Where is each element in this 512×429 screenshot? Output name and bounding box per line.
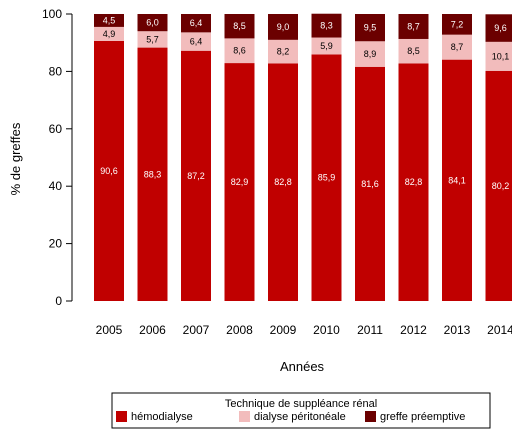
data-label: 6,0 (146, 18, 159, 28)
data-label: 82,8 (405, 177, 423, 187)
x-tick-label: 2012 (400, 323, 427, 337)
bar-segment (442, 59, 472, 302)
legend-label: hémodialyse (131, 411, 193, 423)
x-tick-label: 2010 (313, 323, 340, 337)
y-tick-label: 20 (49, 237, 63, 251)
bar-segment (181, 32, 211, 51)
bar-segment (268, 14, 298, 40)
bar-segment (268, 39, 298, 64)
data-label: 6,4 (190, 37, 203, 47)
bar-segment (137, 14, 168, 32)
x-tick-label: 2006 (139, 323, 166, 337)
bar-segment (311, 54, 342, 302)
x-axis: 2005 2006 2007 2008 2009 2010 2011 2012 2013 2014 (96, 323, 512, 337)
y-tick-label: 60 (49, 122, 63, 136)
bar-segment (181, 14, 211, 33)
y-axis-title: % de greffes (8, 122, 23, 195)
bar-segment (224, 14, 255, 39)
legend-swatch (116, 411, 127, 422)
x-axis-title: Années (280, 359, 325, 374)
bar-segment (94, 26, 124, 41)
y-tick-label: 80 (49, 64, 63, 78)
x-tick-label: 2007 (183, 323, 210, 337)
data-label: 82,9 (231, 177, 249, 187)
data-label: 9,5 (364, 23, 377, 33)
legend-title: Technique de suppléance rénal (225, 398, 377, 410)
data-label: 7,2 (451, 19, 464, 29)
bar-segment (94, 14, 124, 27)
y-tick-label: 100 (42, 7, 62, 21)
bar-segment (311, 13, 342, 38)
legend-box (111, 392, 491, 429)
x-tick-label: 2013 (444, 323, 471, 337)
data-label: 4,9 (103, 29, 116, 39)
data-label: 8,2 (277, 47, 290, 57)
x-tick-label: 2014 (487, 323, 512, 337)
legend-label: dialyse péritonéale (254, 411, 346, 423)
data-label: 82,8 (274, 177, 292, 187)
data-label: 5,7 (146, 34, 159, 44)
data-label: 8,9 (364, 49, 377, 59)
bar-segment (268, 63, 298, 301)
bar-segment (137, 47, 168, 302)
y-tick-label: 0 (55, 294, 62, 308)
data-label: 8,5 (407, 46, 420, 56)
bars: 90,6 4,9 4,5 88,3 5,7 6,0 87,2 6,4 6,4 82,9 8,6 8,5… (94, 13, 512, 302)
data-label: 8,6 (233, 46, 246, 56)
data-label: 9,0 (277, 22, 290, 32)
bar-segment (355, 66, 385, 301)
bar-segment (442, 34, 472, 60)
data-label: 8,7 (451, 42, 464, 52)
x-tick-label: 2011 (357, 323, 383, 337)
data-label: 85,9 (318, 173, 336, 183)
data-label: 9,6 (494, 23, 507, 33)
data-label: 80,2 (492, 181, 510, 191)
bar-segment (224, 63, 255, 302)
data-label: 5,9 (320, 41, 333, 51)
y-axis: 0 20 40 60 80 100 (42, 7, 73, 308)
data-label: 8,5 (233, 21, 246, 31)
legend: Technique de suppléance rénal hémodialys… (111, 392, 491, 429)
data-label: 84,1 (448, 175, 466, 185)
data-label: 87,2 (187, 171, 205, 181)
bar-segment (485, 70, 512, 302)
bar-segment (485, 14, 512, 42)
x-tick-label: 2008 (226, 323, 253, 337)
bar-segment (355, 14, 385, 42)
legend-label: greffe préemptive (380, 411, 465, 423)
bar-segment (355, 41, 385, 67)
bar-segment (485, 41, 512, 71)
x-tick-label: 2005 (96, 323, 123, 337)
legend-swatch (365, 411, 376, 422)
bar-segment (398, 38, 429, 64)
data-label: 88,3 (144, 169, 162, 179)
bar-segment (311, 37, 342, 55)
data-label: 90,6 (100, 166, 118, 176)
data-label: 8,3 (320, 21, 333, 31)
bar-segment (181, 50, 211, 302)
data-label: 6,4 (190, 18, 203, 28)
bar-segment (442, 14, 472, 35)
data-label: 81,6 (361, 179, 379, 189)
data-label: 8,7 (407, 21, 420, 31)
data-label: 10,1 (492, 51, 510, 61)
bar-segment (137, 31, 168, 48)
data-label: 4,5 (103, 15, 116, 25)
bar-segment (94, 40, 124, 302)
bar-segment (398, 14, 429, 39)
legend-swatch (239, 411, 250, 422)
y-tick-label: 40 (49, 179, 63, 193)
bar-segment (398, 63, 429, 301)
x-tick-label: 2009 (270, 323, 297, 337)
bar-segment (224, 38, 255, 64)
